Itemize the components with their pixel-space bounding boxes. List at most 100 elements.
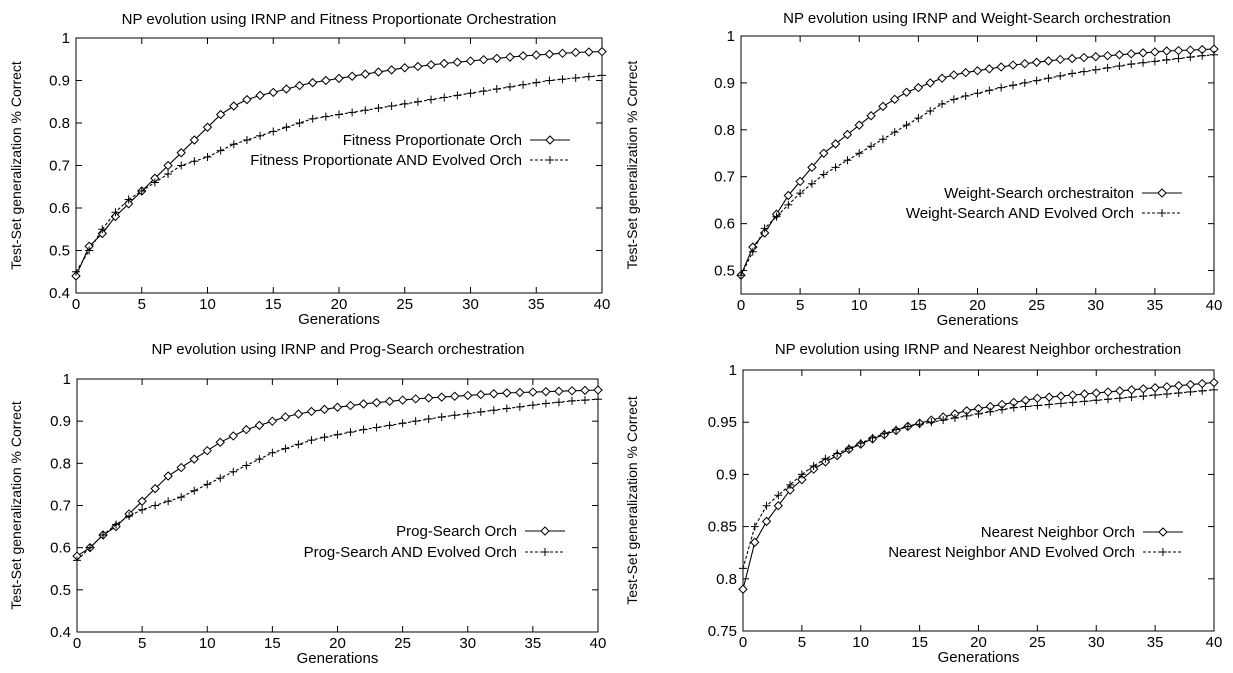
data-point-series-1 (400, 63, 410, 73)
legend-marker-2 (546, 156, 554, 164)
data-point-series-1 (567, 386, 577, 396)
data-point-series-1 (267, 416, 278, 426)
data-point-series-2 (164, 497, 173, 506)
data-point-series-1 (960, 67, 971, 78)
y-tick-label: 0.9 (50, 413, 71, 430)
data-point-series-1 (1043, 56, 1054, 66)
data-point-series-1 (371, 397, 382, 408)
data-point-series-1 (423, 393, 434, 403)
data-point-series-2 (1092, 396, 1101, 405)
y-tick-label: 0.5 (50, 582, 71, 599)
data-point-series-2 (772, 212, 781, 221)
data-point-series-1 (150, 483, 160, 494)
data-point-series-1 (1067, 390, 1078, 400)
data-point-series-2 (1032, 76, 1041, 85)
data-point-series-1 (450, 391, 460, 401)
data-point-series-2 (1056, 399, 1065, 408)
data-point-series-2 (1080, 397, 1089, 406)
data-point-series-2 (1115, 394, 1124, 403)
data-point-series-2 (1044, 74, 1053, 83)
data-point-series-2 (203, 480, 212, 489)
data-point-series-1 (1102, 50, 1113, 61)
x-tick-label: 25 (396, 296, 413, 313)
data-point-series-2 (413, 97, 422, 106)
data-point-series-2 (927, 418, 936, 427)
data-point-series-2 (961, 92, 970, 101)
data-point-series-1 (384, 396, 395, 407)
data-point-series-1 (215, 109, 226, 120)
data-point-series-2 (892, 425, 901, 434)
y-tick-label: 0.4 (50, 624, 71, 641)
x-tick-label: 35 (525, 635, 542, 652)
legend-marker-2 (1159, 548, 1167, 556)
data-point-series-2 (973, 89, 982, 98)
data-point-series-1 (1020, 58, 1030, 69)
data-point-series-1 (452, 57, 463, 67)
data-point-series-2 (1021, 402, 1030, 411)
chart-title: NP evolution using IRNP and Nearest Neig… (775, 341, 1181, 358)
data-point-series-2 (281, 444, 290, 453)
data-point-series-1 (307, 77, 318, 88)
data-point-series-1 (410, 394, 421, 404)
data-point-series-1 (1044, 392, 1054, 402)
data-point-series-1 (268, 87, 278, 98)
data-point-series-2 (177, 161, 186, 170)
x-tick-label: 40 (1206, 297, 1223, 314)
data-point-series-2 (558, 75, 567, 84)
data-point-series-2 (372, 423, 381, 432)
data-point-series-1 (597, 46, 607, 57)
x-tick-label: 0 (72, 296, 80, 313)
y-tick-label: 0.5 (49, 243, 70, 260)
data-point-series-1 (71, 271, 81, 281)
data-point-series-2 (831, 163, 840, 172)
data-point-series-1 (1055, 54, 1065, 65)
data-point-series-1 (306, 406, 317, 417)
data-point-series-1 (1079, 52, 1089, 63)
x-tick-label: 15 (910, 297, 927, 314)
data-point-series-1 (1138, 384, 1149, 394)
legend-marker-2 (541, 548, 549, 556)
data-point-series-1 (866, 111, 876, 121)
data-point-series-1 (1067, 53, 1077, 64)
data-point-series-1 (925, 78, 935, 88)
data-point-series-1 (570, 47, 581, 58)
series-line-2 (76, 398, 599, 561)
data-point-series-2 (1210, 385, 1218, 394)
y-tick-label: 1 (727, 28, 735, 45)
data-point-series-2 (333, 430, 342, 439)
data-point-series-1 (773, 501, 784, 511)
data-point-series-2 (1056, 71, 1065, 80)
data-point-series-2 (387, 102, 396, 110)
data-point-series-2 (229, 467, 238, 476)
legend-label-1: Weight-Search orchestraiton (944, 185, 1134, 202)
data-point-series-1 (137, 496, 147, 506)
data-point-series-2 (1104, 395, 1113, 404)
data-point-series-2 (949, 95, 958, 104)
data-point-series-2 (138, 505, 147, 514)
data-point-series-2 (1198, 386, 1207, 395)
data-point-series-2 (807, 179, 816, 188)
data-point-series-1 (584, 47, 594, 57)
data-point-series-1 (984, 64, 995, 74)
data-point-series-2 (229, 140, 238, 149)
data-point-series-2 (571, 73, 580, 82)
data-point-series-1 (229, 101, 239, 111)
line-chart-weight-search: NP evolution using IRNP and Weight-Searc… (624, 10, 1223, 329)
legend-marker-2 (1158, 209, 1166, 217)
data-point-series-2 (216, 146, 225, 155)
data-point-series-2 (926, 107, 935, 116)
data-point-series-2 (440, 93, 449, 102)
data-point-series-2 (268, 448, 277, 457)
data-point-series-2 (844, 444, 853, 453)
data-point-series-1 (901, 87, 912, 97)
data-point-series-2 (1127, 60, 1136, 69)
y-tick-label: 0.4 (49, 285, 70, 302)
data-point-series-1 (176, 148, 186, 158)
data-point-series-1 (358, 399, 369, 409)
x-tick-label: 30 (1087, 297, 1104, 314)
y-tick-label: 0.6 (49, 200, 70, 217)
data-point-series-2 (528, 401, 537, 410)
data-point-series-2 (962, 411, 971, 420)
data-point-series-1 (176, 462, 186, 473)
data-point-series-2 (784, 200, 793, 209)
